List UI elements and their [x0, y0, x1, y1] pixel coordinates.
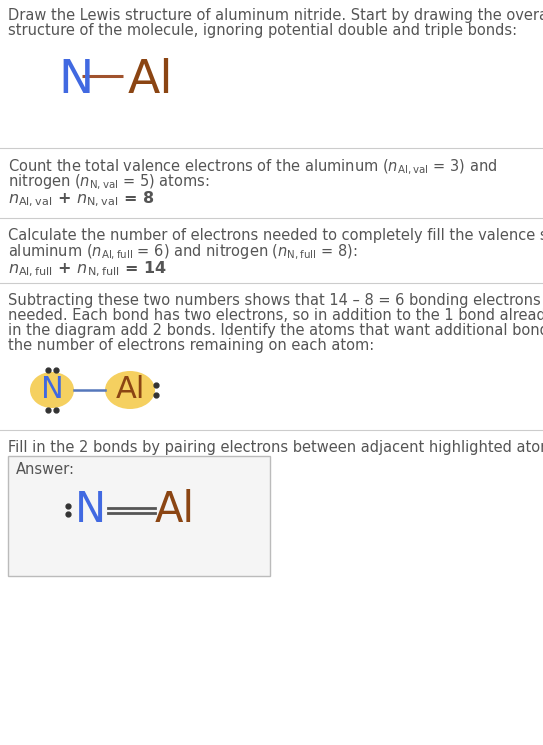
Text: structure of the molecule, ignoring potential double and triple bonds:: structure of the molecule, ignoring pote… — [8, 23, 517, 38]
Text: N: N — [41, 375, 64, 405]
Text: Calculate the number of electrons needed to completely fill the valence shells f: Calculate the number of electrons needed… — [8, 228, 543, 243]
Text: Al: Al — [115, 375, 144, 405]
Ellipse shape — [105, 371, 155, 409]
Text: aluminum ($n_\mathrm{Al,full}$ = 6) and nitrogen ($n_\mathrm{N,full}$ = 8):: aluminum ($n_\mathrm{Al,full}$ = 6) and … — [8, 243, 358, 262]
Text: Al: Al — [155, 489, 195, 531]
Text: N: N — [58, 58, 93, 103]
Text: $n_\mathrm{Al,full}$ + $n_\mathrm{N,full}$ = 14: $n_\mathrm{Al,full}$ + $n_\mathrm{N,full… — [8, 260, 167, 279]
Text: N: N — [74, 489, 105, 531]
Text: Answer:: Answer: — [16, 462, 75, 477]
Text: the number of electrons remaining on each atom:: the number of electrons remaining on eac… — [8, 338, 374, 353]
FancyBboxPatch shape — [8, 456, 270, 576]
Ellipse shape — [30, 372, 74, 408]
Text: Draw the Lewis structure of aluminum nitride. Start by drawing the overall: Draw the Lewis structure of aluminum nit… — [8, 8, 543, 23]
Text: Al: Al — [128, 58, 174, 103]
Text: Fill in the 2 bonds by pairing electrons between adjacent highlighted atoms:: Fill in the 2 bonds by pairing electrons… — [8, 440, 543, 455]
Text: Count the total valence electrons of the aluminum ($n_\mathrm{Al,val}$ = 3) and: Count the total valence electrons of the… — [8, 158, 497, 177]
Text: Subtracting these two numbers shows that 14 – 8 = 6 bonding electrons are: Subtracting these two numbers shows that… — [8, 293, 543, 308]
Text: nitrogen ($n_\mathrm{N,val}$ = 5) atoms:: nitrogen ($n_\mathrm{N,val}$ = 5) atoms: — [8, 173, 210, 192]
Text: in the diagram add 2 bonds. Identify the atoms that want additional bonds and: in the diagram add 2 bonds. Identify the… — [8, 323, 543, 338]
Text: needed. Each bond has two electrons, so in addition to the 1 bond already presen: needed. Each bond has two electrons, so … — [8, 308, 543, 323]
Text: $n_\mathrm{Al,val}$ + $n_\mathrm{N,val}$ = 8: $n_\mathrm{Al,val}$ + $n_\mathrm{N,val}$… — [8, 190, 154, 209]
